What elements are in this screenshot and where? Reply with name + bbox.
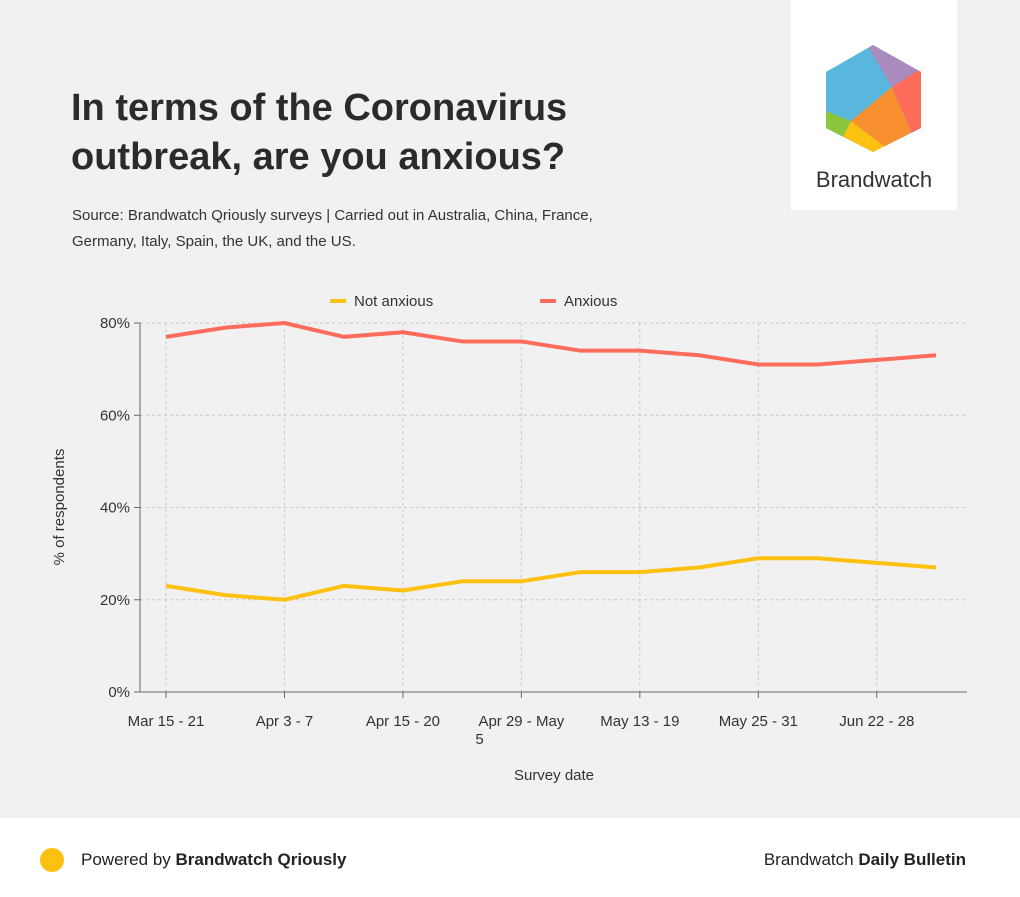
y-axis-label: % of respondents (51, 449, 68, 566)
series-line-not-anxious (165, 556, 937, 602)
bulletin-bold: Daily Bulletin (858, 850, 966, 869)
logo-text: Brandwatch (815, 167, 933, 192)
brandwatch-hexagon-icon (826, 45, 921, 152)
legend-label: Anxious (564, 293, 617, 310)
y-tick-label: 0% (108, 684, 130, 701)
series-line-anxious (165, 321, 937, 367)
brand-dot-icon (40, 848, 64, 872)
chart-title: In terms of the Coronavirus outbreak, ar… (71, 87, 568, 178)
bulletin-prefix: Brandwatch (763, 850, 859, 869)
y-tick-label: 80% (100, 315, 130, 332)
x-axis-label: Survey date (514, 767, 594, 784)
y-tick-label: 40% (100, 500, 130, 517)
x-tick-label: Jun 22 - 28 (839, 713, 914, 730)
x-tick-label: May 25 - 31 (719, 713, 798, 730)
footer: Powered by Brandwatch Qriously Brandwatc… (0, 818, 1020, 897)
y-tick-label: 60% (100, 407, 130, 424)
powered-brand: Brandwatch Qriously (175, 850, 347, 869)
brandwatch-logo: Brandwatch (791, 0, 957, 210)
legend-label: Not anxious (354, 293, 433, 310)
powered-prefix: Powered by (81, 850, 176, 869)
x-tick-label: May 13 - 19 (600, 713, 679, 730)
powered-by: Powered by Brandwatch Qriously (81, 850, 346, 870)
chart-subtitle: Source: Brandwatch Qriously surveys | Ca… (72, 207, 593, 250)
x-tick-label: Apr 29 - May 5 (475, 713, 564, 748)
x-tick-label: Apr 15 - 20 (366, 713, 440, 730)
x-tick-label: Mar 15 - 21 (128, 713, 205, 730)
x-tick-label: Apr 3 - 7 (256, 713, 314, 730)
line-chart: 0% 20% 40% 60% 80% Mar 15 - 21 Apr 3 - 7 Apr 15… (51, 293, 967, 784)
daily-bulletin: Brandwatch Daily Bulletin (764, 850, 966, 870)
y-tick-label: 20% (100, 592, 130, 609)
